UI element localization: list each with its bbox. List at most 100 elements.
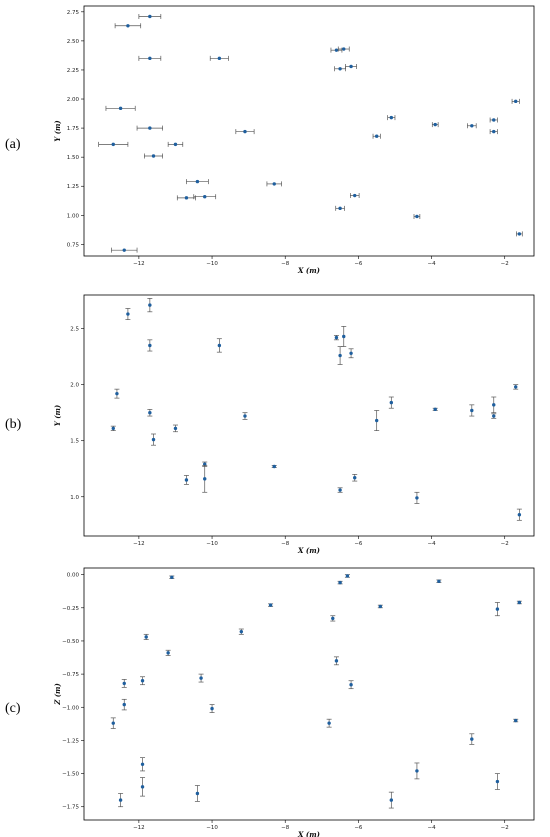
point-marker [495,607,500,611]
y-tick-label: 1.00 [67,213,80,219]
point-marker [334,335,339,340]
data-point [111,247,138,253]
point-marker [140,679,145,683]
data-point [513,718,519,723]
x-tick-label: −8 [281,825,290,831]
point-marker [243,414,247,418]
y-tick-label: −0.75 [62,672,79,678]
point-marker [433,122,437,127]
data-point [348,348,354,359]
data-point [140,757,146,772]
data-point [413,213,421,219]
point-marker [217,56,222,61]
data-point [341,326,347,347]
data-point [330,615,336,622]
data-point [110,717,116,729]
data-point [114,23,142,29]
data-point [209,55,229,61]
point-marker [514,718,518,723]
data-point [183,475,189,485]
data-point [235,129,255,135]
data-point [333,656,339,666]
point-marker [144,635,148,639]
data-point [348,680,354,690]
data-point [337,346,343,365]
x-tick-label: −10 [206,825,218,831]
data-point [169,575,175,579]
point-marker [389,400,394,405]
point-marker [517,513,522,517]
data-point [377,604,383,609]
y-tick-label: −1.50 [62,772,79,778]
plot-a: −12 −10 −8 −6 −4 −2 0.75 1.00 1.25 1.50 1.75 2.00 2.… [53,5,535,275]
data-point [469,733,475,745]
data-point [352,473,358,482]
point-marker [338,353,342,358]
data-point [491,413,497,419]
x-tick-label: −12 [133,261,145,267]
data-point [349,193,360,199]
point-marker [492,129,496,134]
x-tick-label: −4 [428,261,437,267]
point-marker [378,604,383,609]
data-point [388,791,394,809]
x-axis-label: X (m) [297,546,320,555]
x-tick-label: −8 [281,541,290,547]
point-marker [170,575,174,579]
y-tick-label: −1.75 [62,805,79,811]
point-marker [199,676,203,680]
data-point [147,298,153,313]
data-point [172,424,178,433]
data-point [337,46,350,52]
y-tick-label: 2.5 [70,327,79,333]
point-marker [173,142,178,147]
x-tick-label: −12 [133,825,145,831]
data-point [140,676,146,686]
point-marker [470,408,474,413]
point-marker [338,580,342,585]
point-marker [342,334,346,339]
point-marker [492,118,496,122]
point-marker [517,232,522,236]
point-marker [389,798,394,802]
point-marker [331,616,335,621]
point-marker [334,48,339,52]
point-marker [173,426,178,431]
x-tick-label: −12 [133,541,145,547]
point-marker [268,603,273,607]
data-point [388,396,394,409]
plot-frame [83,294,535,537]
data-point [138,55,162,61]
point-marker [349,64,353,69]
y-tick-label: 1.5 [70,439,79,445]
point-marker [151,154,156,158]
data-point [209,704,215,713]
data-point [489,117,498,123]
x-tick-label: −6 [354,541,363,547]
data-point [334,66,346,72]
point-marker [495,779,500,784]
point-marker [327,721,331,725]
data-point [337,487,343,493]
x-axis-label: X (m) [297,266,320,275]
data-point [387,115,396,121]
point-marker [203,477,207,481]
data-point [216,338,222,353]
point-marker [342,47,346,51]
point-marker [126,312,130,316]
point-marker [122,681,126,686]
x-tick-label: −4 [428,825,437,831]
point-marker [140,762,145,766]
point-marker [111,721,115,725]
plot-frame [83,5,535,257]
data-point [238,628,244,635]
point-marker [203,194,207,199]
point-marker [243,129,247,134]
data-point [118,793,124,808]
point-marker [272,464,276,469]
data-point [333,335,339,341]
data-point [105,105,136,111]
point-marker [210,706,214,711]
y-tick-label: 2.25 [67,68,80,74]
data-point [110,425,116,431]
